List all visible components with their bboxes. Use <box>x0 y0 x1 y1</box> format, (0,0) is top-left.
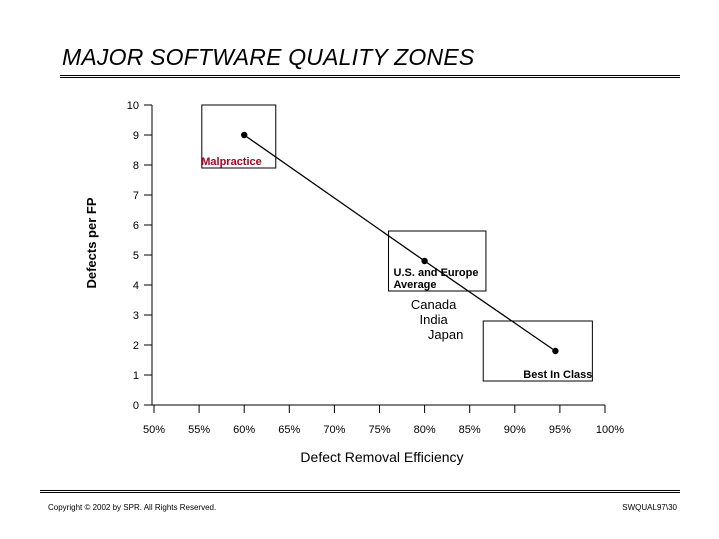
y-tick-label-7: 7 <box>133 190 139 202</box>
x-tick-label-70: 70% <box>323 424 345 436</box>
title-rule <box>60 75 680 78</box>
y-tick-label-3: 3 <box>133 310 139 322</box>
x-tick-label-75: 75% <box>368 424 390 436</box>
x-tick-label-95: 95% <box>549 424 571 436</box>
y-tick-label-0: 0 <box>133 400 139 412</box>
x-tick-label-65: 65% <box>278 424 300 436</box>
x-tick-label-80: 80% <box>414 424 436 436</box>
slide-code: SWQUAL97\30 <box>622 503 677 512</box>
x-tick-label-50: 50% <box>143 424 165 436</box>
y-tick-label-10: 10 <box>127 100 139 112</box>
y-tick-label-5: 5 <box>133 250 139 262</box>
series-layer <box>241 131 559 355</box>
series-line-0 <box>243 134 556 352</box>
y-tick-label-9: 9 <box>133 130 139 142</box>
y-tick-label-4: 4 <box>133 280 139 292</box>
x-tick-label-90: 90% <box>504 424 526 436</box>
data-point-0 <box>241 131 248 139</box>
zone-label-2: Best In Class <box>523 369 592 381</box>
zones-layer: Malpractice U.S. and Europe Average Best In… <box>201 104 593 382</box>
zone-label-1: U.S. and Europe Average <box>394 267 479 291</box>
data-point-2 <box>552 347 559 355</box>
y-tick-label-6: 6 <box>133 220 139 232</box>
x-tick-label-100: 100% <box>596 424 624 436</box>
zone-label-0: Malpractice <box>201 156 262 168</box>
x-axis: 50% 55% 60% 65% 70% 75% 80% 85% 90% 95% 100% <box>143 404 624 436</box>
y-axis-label: Defects per FP <box>84 197 99 288</box>
x-tick-label-60: 60% <box>233 424 255 436</box>
y-axis: 0 1 2 3 4 5 6 7 8 9 10 <box>127 100 153 412</box>
annotation-text-0: Canada India Japan <box>411 297 463 342</box>
copyright-text: Copyright © 2002 by SPR. All Rights Rese… <box>48 503 217 512</box>
data-point-1 <box>421 257 428 265</box>
x-tick-label-85: 85% <box>459 424 481 436</box>
annotation-layer: Canada India Japan <box>411 297 463 342</box>
zone-box-1 <box>388 230 487 292</box>
x-axis-label: Defect Removal Efficiency <box>300 449 463 465</box>
x-tick-label-55: 55% <box>188 424 210 436</box>
y-tick-label-1: 1 <box>133 370 139 382</box>
page-title: MAJOR SOFTWARE QUALITY ZONES <box>62 44 475 70</box>
zone-box-0 <box>201 104 277 169</box>
footer-rule <box>40 490 680 493</box>
zone-box-2 <box>482 320 593 382</box>
y-tick-label-2: 2 <box>133 340 139 352</box>
y-tick-label-8: 8 <box>133 160 139 172</box>
